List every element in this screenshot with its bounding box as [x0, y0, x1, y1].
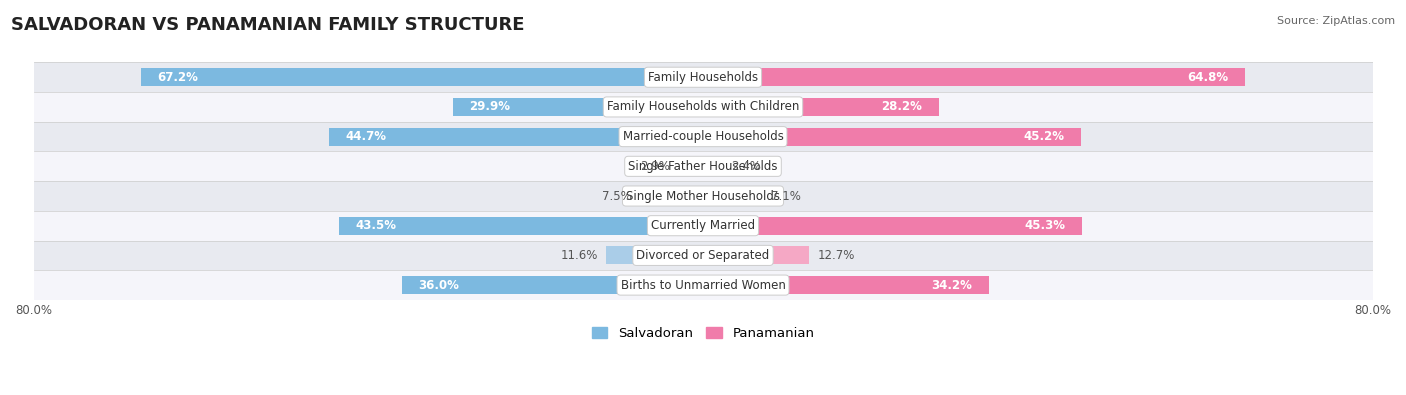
Text: SALVADORAN VS PANAMANIAN FAMILY STRUCTURE: SALVADORAN VS PANAMANIAN FAMILY STRUCTUR…: [11, 16, 524, 34]
Text: 7.1%: 7.1%: [770, 190, 800, 203]
Text: 7.5%: 7.5%: [602, 190, 631, 203]
Text: Births to Unmarried Women: Births to Unmarried Women: [620, 278, 786, 292]
Text: 12.7%: 12.7%: [818, 249, 855, 262]
Text: 28.2%: 28.2%: [882, 100, 922, 113]
Text: 2.9%: 2.9%: [641, 160, 671, 173]
Bar: [339, 217, 703, 235]
Text: 67.2%: 67.2%: [157, 71, 198, 84]
Bar: [703, 276, 990, 294]
Text: Currently Married: Currently Married: [651, 219, 755, 232]
Text: 45.3%: 45.3%: [1025, 219, 1066, 232]
Bar: [402, 276, 703, 294]
Bar: [34, 151, 1372, 181]
Text: 2.4%: 2.4%: [731, 160, 761, 173]
Bar: [34, 241, 1372, 270]
Text: 64.8%: 64.8%: [1188, 71, 1229, 84]
Text: 29.9%: 29.9%: [470, 100, 510, 113]
Bar: [34, 92, 1372, 122]
Bar: [640, 187, 703, 205]
Bar: [34, 270, 1372, 300]
Bar: [703, 68, 1246, 86]
Bar: [606, 246, 703, 264]
Bar: [141, 68, 703, 86]
Bar: [453, 98, 703, 116]
Text: Single Father Households: Single Father Households: [628, 160, 778, 173]
Text: Family Households: Family Households: [648, 71, 758, 84]
Text: 44.7%: 44.7%: [346, 130, 387, 143]
Text: 11.6%: 11.6%: [560, 249, 598, 262]
Bar: [34, 181, 1372, 211]
Text: Divorced or Separated: Divorced or Separated: [637, 249, 769, 262]
Bar: [34, 211, 1372, 241]
Bar: [703, 128, 1081, 145]
Text: Source: ZipAtlas.com: Source: ZipAtlas.com: [1277, 16, 1395, 26]
Text: 34.2%: 34.2%: [932, 278, 973, 292]
Bar: [703, 98, 939, 116]
Bar: [679, 158, 703, 175]
Legend: Salvadoran, Panamanian: Salvadoran, Panamanian: [586, 322, 820, 346]
Bar: [703, 187, 762, 205]
Text: 45.2%: 45.2%: [1024, 130, 1064, 143]
Bar: [34, 122, 1372, 151]
Bar: [703, 246, 810, 264]
Text: 43.5%: 43.5%: [356, 219, 396, 232]
Bar: [34, 62, 1372, 92]
Text: Single Mother Households: Single Mother Households: [626, 190, 780, 203]
Text: Married-couple Households: Married-couple Households: [623, 130, 783, 143]
Bar: [329, 128, 703, 145]
Bar: [703, 158, 723, 175]
Text: 36.0%: 36.0%: [419, 278, 460, 292]
Bar: [703, 217, 1083, 235]
Text: Family Households with Children: Family Households with Children: [607, 100, 799, 113]
